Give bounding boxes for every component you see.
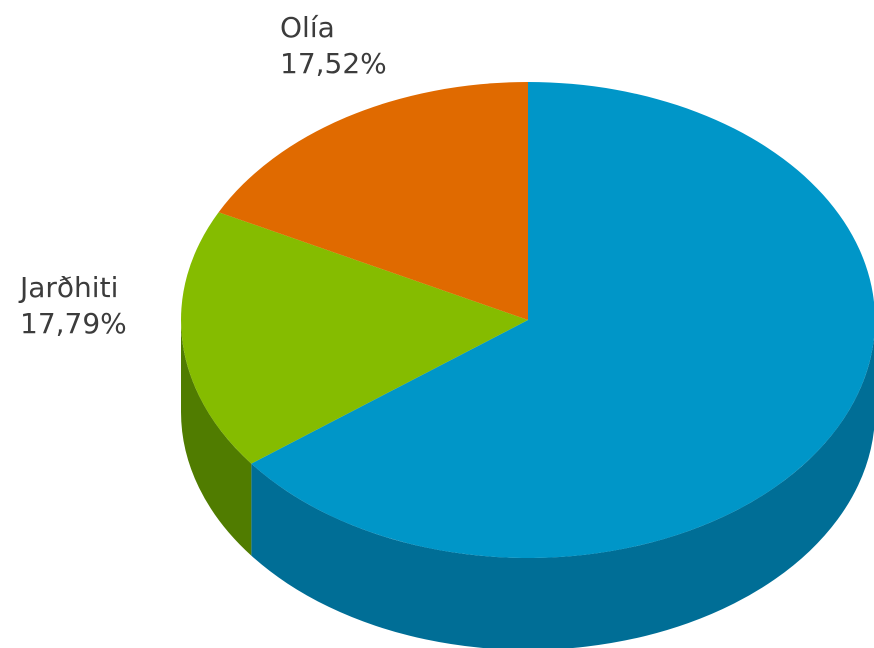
pie-tops <box>181 82 874 558</box>
slice-label-jardhiti: Jarðhiti 17,79% <box>20 270 127 342</box>
slice-value-olia: 17,52% <box>280 47 387 80</box>
pie-sides <box>181 320 874 648</box>
pie-slice-1 <box>181 212 529 464</box>
slice-value-jardhiti: 17,79% <box>20 307 127 340</box>
pie-slice-0 <box>251 82 874 558</box>
pie-side-0-0 <box>251 337 874 648</box>
slice-label-olia: Olía 17,52% <box>280 10 387 82</box>
pie-slice-2 <box>218 82 528 320</box>
slice-name-olia: Olía <box>280 11 335 44</box>
slice-name-jardhiti: Jarðhiti <box>20 271 119 304</box>
pie-side-1-0 <box>181 320 252 556</box>
